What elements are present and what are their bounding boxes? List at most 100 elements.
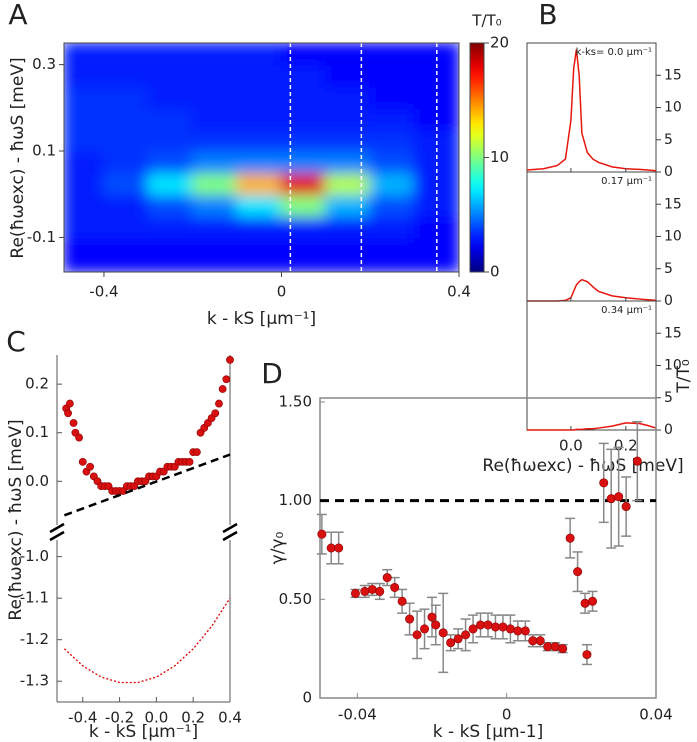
data-point (550, 642, 560, 652)
y-axis-label: T/T₀ (674, 359, 694, 393)
heat-cell (64, 236, 105, 272)
data-point (582, 650, 592, 660)
heat-cell (147, 85, 194, 109)
y-tick-label: -1.2 (20, 630, 49, 648)
heat-cell (191, 63, 239, 88)
heat-cell (147, 43, 194, 66)
subplot-frame (526, 42, 657, 173)
heat-cell (280, 85, 327, 109)
data-point (86, 462, 95, 471)
heat-cell (280, 150, 327, 174)
series-label: 0.17 µm⁻¹ (601, 176, 652, 187)
data-point (360, 586, 370, 596)
data-point (420, 624, 430, 634)
heat-cell (413, 63, 459, 88)
heat-cell (236, 85, 283, 109)
heat-cell (102, 236, 150, 272)
heat-cell (324, 150, 372, 174)
y-tick-label: 1.50 (279, 392, 312, 410)
data-point (226, 355, 234, 364)
data-point (476, 620, 486, 630)
x-tick-label: 0.4 (218, 709, 242, 727)
series-label: k-ks= 0.0 µm⁻¹ (576, 47, 652, 58)
data-point (446, 638, 456, 648)
heat-cell (236, 63, 283, 88)
heat-cell (191, 85, 239, 109)
heat-cell (147, 171, 194, 196)
subplot-frame (526, 171, 657, 302)
data-point (606, 494, 616, 504)
heat-cell (324, 63, 372, 88)
y-tick-label: -1.0 (20, 547, 49, 565)
data-point (78, 457, 87, 466)
x-tick-label: -0.4 (68, 709, 97, 727)
heat-cell (191, 150, 239, 174)
heat-cell (369, 85, 416, 109)
x-tick-label: -0.4 (89, 283, 118, 301)
y-axis-label: Re(ħωexc) - ħωS [meV] (6, 419, 26, 620)
heat-cell (280, 214, 327, 239)
y-tick-label: 0 (302, 689, 312, 707)
data-point (350, 588, 360, 598)
dotted-line (63, 597, 231, 684)
spectrum-line (527, 278, 657, 302)
heat-cell (147, 106, 194, 131)
data-point (543, 642, 553, 652)
heat-cell (64, 214, 105, 239)
heat-cell (102, 214, 150, 239)
heat-cell (64, 193, 105, 217)
plot-frame (63, 42, 460, 273)
y-tick-label: -1.3 (20, 672, 49, 690)
y-tick-label: 0 (664, 164, 673, 180)
heat-cell (102, 128, 150, 153)
spectrum-line (527, 422, 657, 431)
y-tick-label: 0 (664, 293, 673, 309)
heat-cell (369, 193, 416, 217)
heat-cell (147, 150, 194, 174)
heat-cell (191, 128, 239, 153)
x-axis-label: Re(ħωexc) - ħωS [meV] (482, 456, 683, 476)
x-tick-label: 0.2 (181, 709, 205, 727)
heat-cell (191, 171, 239, 196)
heat-cell (191, 236, 239, 272)
heat-cell (64, 43, 105, 66)
data-point (468, 624, 478, 634)
y-tick-label: 0.0 (25, 472, 49, 490)
x-tick-label: 0 (277, 283, 287, 301)
data-point (390, 582, 400, 592)
heat-cell (102, 85, 150, 109)
heat-cell (102, 43, 150, 66)
data-point (505, 624, 515, 634)
y-tick-label: 0.2 (25, 375, 49, 393)
data-point (438, 628, 448, 638)
data-point (599, 478, 609, 488)
data-point (483, 620, 493, 630)
data-point (580, 598, 590, 608)
heat-cell (147, 63, 194, 88)
data-point (621, 502, 631, 512)
x-tick-label: -0.2 (105, 709, 134, 727)
data-point (427, 612, 437, 622)
panel-letter: C (6, 325, 26, 358)
heat-cell (236, 128, 283, 153)
colorbar (469, 42, 485, 273)
data-point (65, 399, 74, 408)
axis-break (222, 530, 238, 542)
panel-letter: A (8, 0, 27, 31)
data-point (334, 543, 344, 553)
heat-cell (147, 193, 194, 217)
y-tick-label: 0 (664, 422, 673, 438)
x-tick-label: 0.04 (639, 706, 672, 724)
heat-cell (236, 214, 283, 239)
y-tick-label: 20 (490, 34, 509, 52)
heat-cell (324, 236, 372, 272)
series-label: 0.34 µm⁻¹ (601, 305, 652, 316)
data-point (375, 586, 385, 596)
heat-cell (147, 128, 194, 153)
heat-cell (64, 85, 105, 109)
y-tick-label: 15 (664, 325, 682, 341)
data-point (397, 596, 407, 606)
heat-cell (324, 128, 372, 153)
data-point (461, 630, 471, 640)
